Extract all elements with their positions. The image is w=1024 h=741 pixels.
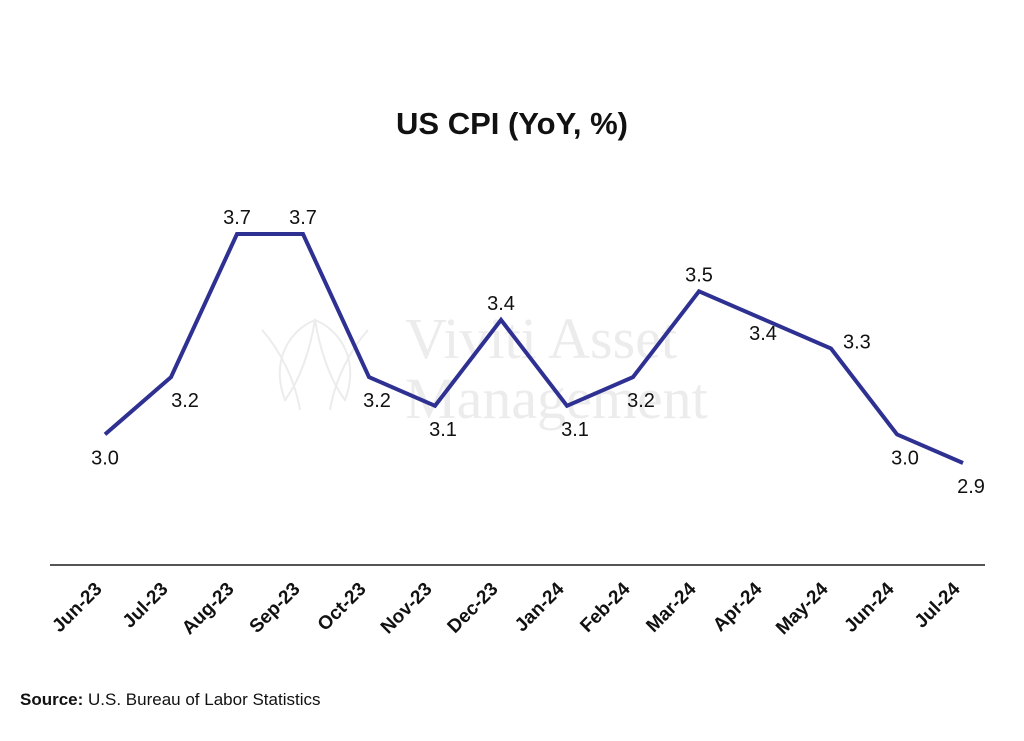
source-text: U.S. Bureau of Labor Statistics <box>83 690 321 709</box>
data-label: 3.1 <box>429 419 457 441</box>
data-label: 3.3 <box>843 332 871 354</box>
x-tick-label: Feb-24 <box>576 578 634 636</box>
data-label: 3.5 <box>685 264 713 286</box>
source-note: Source: U.S. Bureau of Labor Statistics <box>20 690 320 710</box>
x-tick-label: Sep-23 <box>246 579 305 638</box>
watermark-line-1: Viviti Asset <box>405 306 677 371</box>
data-label: 3.7 <box>289 207 317 229</box>
x-tick-labels: Jun-23 Jul-23 Aug-23 Sep-23 Oct-23 Nov-23 Dec-… <box>48 578 964 639</box>
x-tick-label: May-24 <box>772 578 833 639</box>
data-label: 3.0 <box>91 447 119 469</box>
x-tick-label: Apr-24 <box>709 578 767 636</box>
x-tick-label: Dec-23 <box>444 579 503 638</box>
source-label: Source: <box>20 690 84 709</box>
watermark-logo-icon <box>261 318 369 411</box>
data-label: 3.1 <box>561 419 589 441</box>
x-tick-label: Nov-23 <box>377 579 437 639</box>
x-tick-label: Jun-23 <box>48 579 106 637</box>
x-tick-label: Jun-24 <box>840 578 898 636</box>
chart-title: US CPI (YoY, %) <box>396 106 628 141</box>
x-tick-label: Jul-23 <box>119 579 173 633</box>
x-tick-label: Jan-24 <box>511 578 569 636</box>
data-label: 3.4 <box>487 293 515 315</box>
data-labels: 3.0 3.2 3.7 3.7 3.2 3.1 3.4 3.1 3.2 3.5 3.4 3.3 3.0 2… <box>91 207 985 498</box>
x-tick-label: Aug-23 <box>178 579 238 639</box>
data-label: 3.4 <box>749 323 777 345</box>
x-tick-label: Mar-24 <box>642 578 700 636</box>
data-label: 3.2 <box>171 390 199 412</box>
x-tick-label: Jul-24 <box>911 578 965 632</box>
data-label: 3.2 <box>363 390 391 412</box>
data-label: 3.0 <box>891 447 919 469</box>
data-label: 3.7 <box>223 207 251 229</box>
series-line <box>103 232 964 465</box>
x-tick-label: Oct-23 <box>314 579 371 636</box>
data-label: 2.9 <box>957 476 985 498</box>
data-label: 3.2 <box>627 390 655 412</box>
